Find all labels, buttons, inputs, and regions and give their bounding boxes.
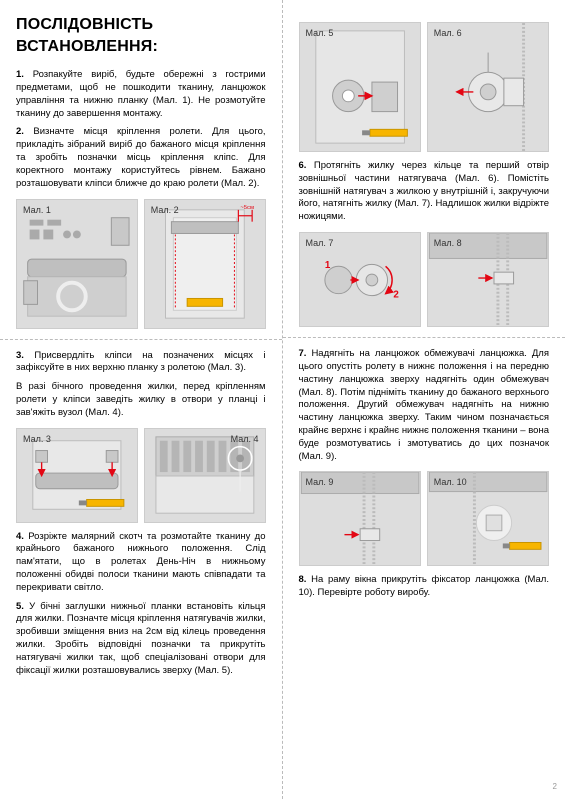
figure-5: Мал. 5 [299,22,421,152]
figures-1-2: Мал. 1 [16,199,266,329]
figures-3-4: Мал. 3 М [16,428,266,523]
figures-7-8: Мал. 7 1 2 Мал. 8 [299,232,550,327]
divider [283,337,565,338]
step-7: 7. Надягніть на ланцюжок обмежувачі ланц… [299,348,550,463]
step-3: 3. Присвердліть кліпси на позначених міс… [16,350,266,376]
step-3a: В разі бічного проведення жилки, перед к… [16,381,266,419]
step-1: 1. Розпакуйте виріб, будьте обережні з г… [16,69,266,120]
figure-3: Мал. 3 [16,428,138,523]
figure-6: Мал. 6 [427,22,549,152]
left-column: ПОСЛІДОВНІСТЬ ВСТАНОВЛЕННЯ: 1. Розпакуйт… [0,0,283,799]
title: ПОСЛІДОВНІСТЬ ВСТАНОВЛЕННЯ: [16,14,266,57]
svg-text:1: 1 [324,260,330,271]
divider [0,339,282,340]
step-4: 4. Розріжте малярний скотч та розмотайте… [16,531,266,595]
svg-text:2: 2 [393,290,399,301]
page-number: 2 [553,782,557,793]
figure-10: Мал. 10 [427,471,549,566]
step-2: 2. Визначте місця кріплення ролети. Для … [16,126,266,190]
right-column: Мал. 5 Мал. 6 [283,0,565,799]
step-8: 8. На раму вікна прикрутіть фіксатор лан… [299,574,550,600]
figure-8: Мал. 8 [427,232,549,327]
svg-text:~5см: ~5см [240,204,254,210]
step-6: 6. Протягніть жилку через кільце та перш… [299,160,550,224]
figure-4: Мал. 4 [144,428,266,523]
step-5: 5. У бічні заглушки нижньої планки встан… [16,601,266,678]
figures-9-10: Мал. 9 Мал. 10 [299,471,550,566]
figure-9: Мал. 9 [299,471,421,566]
figures-5-6: Мал. 5 Мал. 6 [299,22,550,152]
figure-2: Мал. 2 ~5см [144,199,266,329]
figure-1: Мал. 1 [16,199,138,329]
figure-7: Мал. 7 1 2 [299,232,421,327]
